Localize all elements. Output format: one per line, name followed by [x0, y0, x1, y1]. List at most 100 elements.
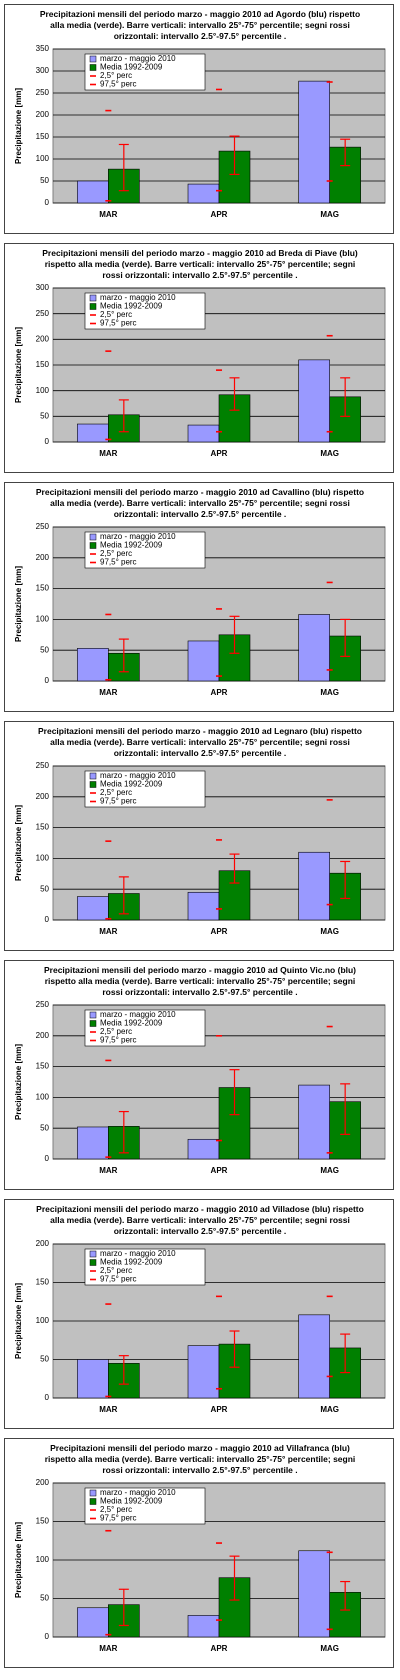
bar: [77, 1126, 109, 1160]
bar: [77, 1607, 109, 1638]
y-tick-label: 50: [40, 1123, 49, 1132]
x-tick-label: MAG: [320, 1166, 339, 1175]
y-tick-label: 0: [45, 1154, 50, 1163]
legend-label: 2,5° perc: [100, 1027, 132, 1036]
chart-title: Precipitazioni mensili del periodo marzo…: [43, 965, 357, 997]
legend-label: marzo - maggio 2010: [100, 771, 176, 780]
legend-label: 97,5° perc: [100, 1275, 137, 1284]
bar: [298, 851, 330, 921]
y-tick-label: 150: [36, 132, 50, 141]
legend-swatch: [89, 1498, 97, 1505]
x-tick-label: MAR: [99, 1405, 117, 1414]
bar: [218, 1087, 251, 1160]
y-tick-label: 250: [36, 309, 50, 318]
bar: [298, 1550, 330, 1638]
chart-title: Precipitazioni mensili del periodo marzo…: [39, 9, 361, 41]
x-tick-label: MAG: [320, 1644, 339, 1653]
y-tick-label: 50: [40, 1355, 49, 1364]
y-tick-label: 250: [36, 522, 50, 531]
legend-label: Media 1992-2009: [100, 780, 163, 789]
bar: [187, 1615, 220, 1638]
y-tick-label: 100: [36, 1555, 50, 1564]
legend-label: 2,5° perc: [100, 549, 132, 558]
chart: 0 50 100 150 200 250 300 Precipitazione [mm] MAR…: [14, 283, 386, 458]
x-tick-label: APR: [211, 688, 228, 697]
y-tick-label: 150: [36, 1062, 50, 1071]
y-tick-label: 150: [36, 360, 50, 369]
x-tick-label: APR: [211, 1644, 228, 1653]
legend-swatch: [89, 1259, 97, 1266]
legend-label: Media 1992-2009: [100, 541, 163, 550]
legend-box: [84, 1009, 206, 1047]
y-tick-label: 300: [36, 66, 50, 75]
legend-swatch: [89, 1011, 97, 1019]
bar: [298, 614, 330, 682]
y-tick-label: 50: [40, 1594, 49, 1603]
legend-label: Media 1992-2009: [100, 1497, 163, 1506]
legend-swatch: [89, 781, 97, 788]
legend-label: 2,5° perc: [100, 788, 132, 797]
legend-swatch: [89, 64, 97, 71]
legend-box: [84, 53, 206, 91]
x-tick-label: MAR: [99, 1166, 117, 1175]
x-tick-label: MAG: [320, 210, 339, 219]
legend-label: Media 1992-2009: [100, 302, 163, 311]
y-tick-label: 200: [36, 334, 50, 343]
chart-title: Precipitazioni mensili del periodo marzo…: [42, 248, 358, 280]
chart: 0 50 100 150 200 250 Precipitazione [mm] MAR APR…: [14, 1000, 386, 1175]
y-tick-label: 200: [36, 792, 50, 801]
y-tick-label: 0: [45, 198, 50, 207]
legend-label: 97,5° perc: [100, 797, 137, 806]
y-tick-label: 50: [40, 176, 49, 185]
chart: 0 50 100 150 200 Precipitazione [mm] MAR APR MAG…: [14, 1478, 386, 1653]
x-tick-label: MAG: [320, 449, 339, 458]
legend-swatch: [89, 55, 97, 63]
chart: 0 50 100 150 200 250 300 350 Precipitazione [mm]…: [14, 44, 386, 219]
y-tick-label: 100: [36, 854, 50, 863]
chart: 0 50 100 150 200 250 Precipitazione [mm] MAR APR…: [14, 522, 386, 697]
y-tick-label: 50: [40, 411, 49, 420]
y-tick-label: 100: [36, 615, 50, 624]
y-tick-label: 100: [36, 1316, 50, 1325]
x-tick-label: MAG: [320, 927, 339, 936]
bar: [77, 896, 109, 921]
y-axis-label: Precipitazione [mm]: [14, 1522, 23, 1598]
legend-label: marzo - maggio 2010: [100, 1249, 176, 1258]
chart-title: Precipitazioni mensili del periodo marzo…: [37, 726, 362, 758]
y-axis-label: Precipitazione [mm]: [14, 805, 23, 881]
legend-swatch: [89, 772, 97, 780]
y-tick-label: 0: [45, 676, 50, 685]
y-axis-label: Precipitazione [mm]: [14, 1044, 23, 1120]
legend-label: marzo - maggio 2010: [100, 532, 176, 541]
y-tick-label: 0: [45, 1393, 50, 1402]
chart-panel: 0 50 100 150 200 250 300 350 Precipitazione [mm]…: [4, 4, 394, 234]
bar: [77, 648, 109, 682]
legend-label: 2,5° perc: [100, 1505, 132, 1514]
legend-label: marzo - maggio 2010: [100, 54, 176, 63]
bar: [187, 183, 220, 204]
chart: 0 50 100 150 200 250 Precipitazione [mm] MAR APR…: [14, 761, 386, 936]
legend-label: 97,5° perc: [100, 319, 137, 328]
bar: [298, 1314, 330, 1399]
legend-swatch: [89, 1489, 97, 1497]
chart-panel: 0 50 100 150 200 250 Precipitazione [mm] MAR APR…: [4, 721, 394, 951]
chart-panel: 0 50 100 150 200 250 Precipitazione [mm] MAR APR…: [4, 482, 394, 712]
chart-panel: 0 50 100 150 200 250 Precipitazione [mm] MAR APR…: [4, 960, 394, 1190]
y-tick-label: 200: [36, 1031, 50, 1040]
legend-swatch: [89, 533, 97, 541]
legend-label: Media 1992-2009: [100, 1258, 163, 1267]
chart-title: Precipitazioni mensili del periodo marzo…: [36, 1204, 364, 1236]
y-tick-label: 50: [40, 645, 49, 654]
y-tick-label: 150: [36, 823, 50, 832]
y-tick-label: 150: [36, 1278, 50, 1287]
chart-title: Precipitazioni mensili del periodo marzo…: [35, 487, 365, 519]
legend-box: [84, 292, 206, 330]
legend-label: 97,5° perc: [100, 1036, 137, 1045]
bar: [298, 1084, 330, 1160]
x-tick-label: APR: [211, 449, 228, 458]
y-tick-label: 200: [36, 1239, 50, 1248]
legend-label: marzo - maggio 2010: [100, 1488, 176, 1497]
y-tick-label: 100: [36, 386, 50, 395]
y-axis-label: Precipitazione [mm]: [14, 327, 23, 403]
legend-swatch: [89, 1020, 97, 1027]
